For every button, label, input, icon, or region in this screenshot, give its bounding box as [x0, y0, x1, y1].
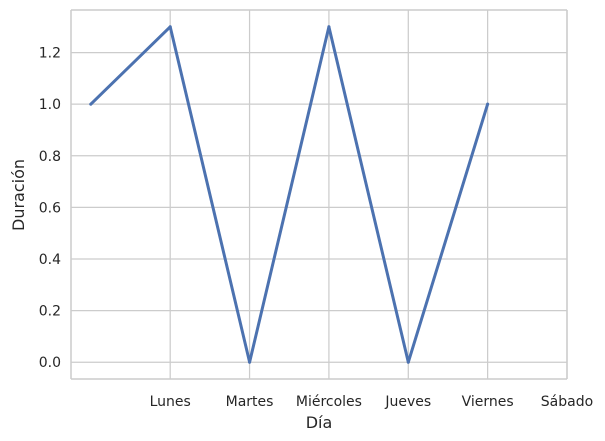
x-axis-title: Día	[306, 413, 333, 432]
data-point	[89, 102, 93, 106]
x-tick-label: Jueves	[384, 394, 431, 410]
series-line	[89, 25, 490, 364]
x-tick-label: Miércoles	[296, 394, 362, 410]
axes-frame	[70, 9, 568, 380]
y-tick-label: 0.6	[39, 200, 61, 216]
data-point	[406, 360, 410, 364]
y-tick-label: 0.0	[39, 355, 61, 371]
data-point	[327, 25, 331, 29]
x-tick-label: Martes	[226, 394, 274, 410]
y-tick-label: 1.0	[39, 97, 61, 113]
y-tick-labels: 0.0 0.2 0.4 0.6 0.8 1.0 1.2	[39, 46, 61, 372]
y-tick-label: 0.4	[39, 252, 61, 268]
x-tick-labels: Lunes Martes Miércoles Jueves Viernes Sábado	[150, 394, 594, 410]
y-tick-label: 1.2	[39, 46, 61, 62]
y-tick-label: 0.2	[39, 304, 61, 320]
x-tick-label: Lunes	[150, 394, 191, 410]
x-tick-label: Viernes	[462, 394, 514, 410]
x-tick-label: Sábado	[541, 394, 593, 410]
data-point	[486, 102, 490, 106]
data-point	[248, 360, 252, 364]
y-tick-label: 0.8	[39, 149, 61, 165]
data-point	[168, 25, 172, 29]
y-axis-title: Duración	[9, 159, 28, 231]
series	[89, 25, 490, 364]
